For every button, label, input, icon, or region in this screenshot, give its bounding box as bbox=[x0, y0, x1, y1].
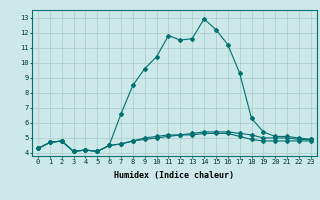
X-axis label: Humidex (Indice chaleur): Humidex (Indice chaleur) bbox=[115, 171, 234, 180]
